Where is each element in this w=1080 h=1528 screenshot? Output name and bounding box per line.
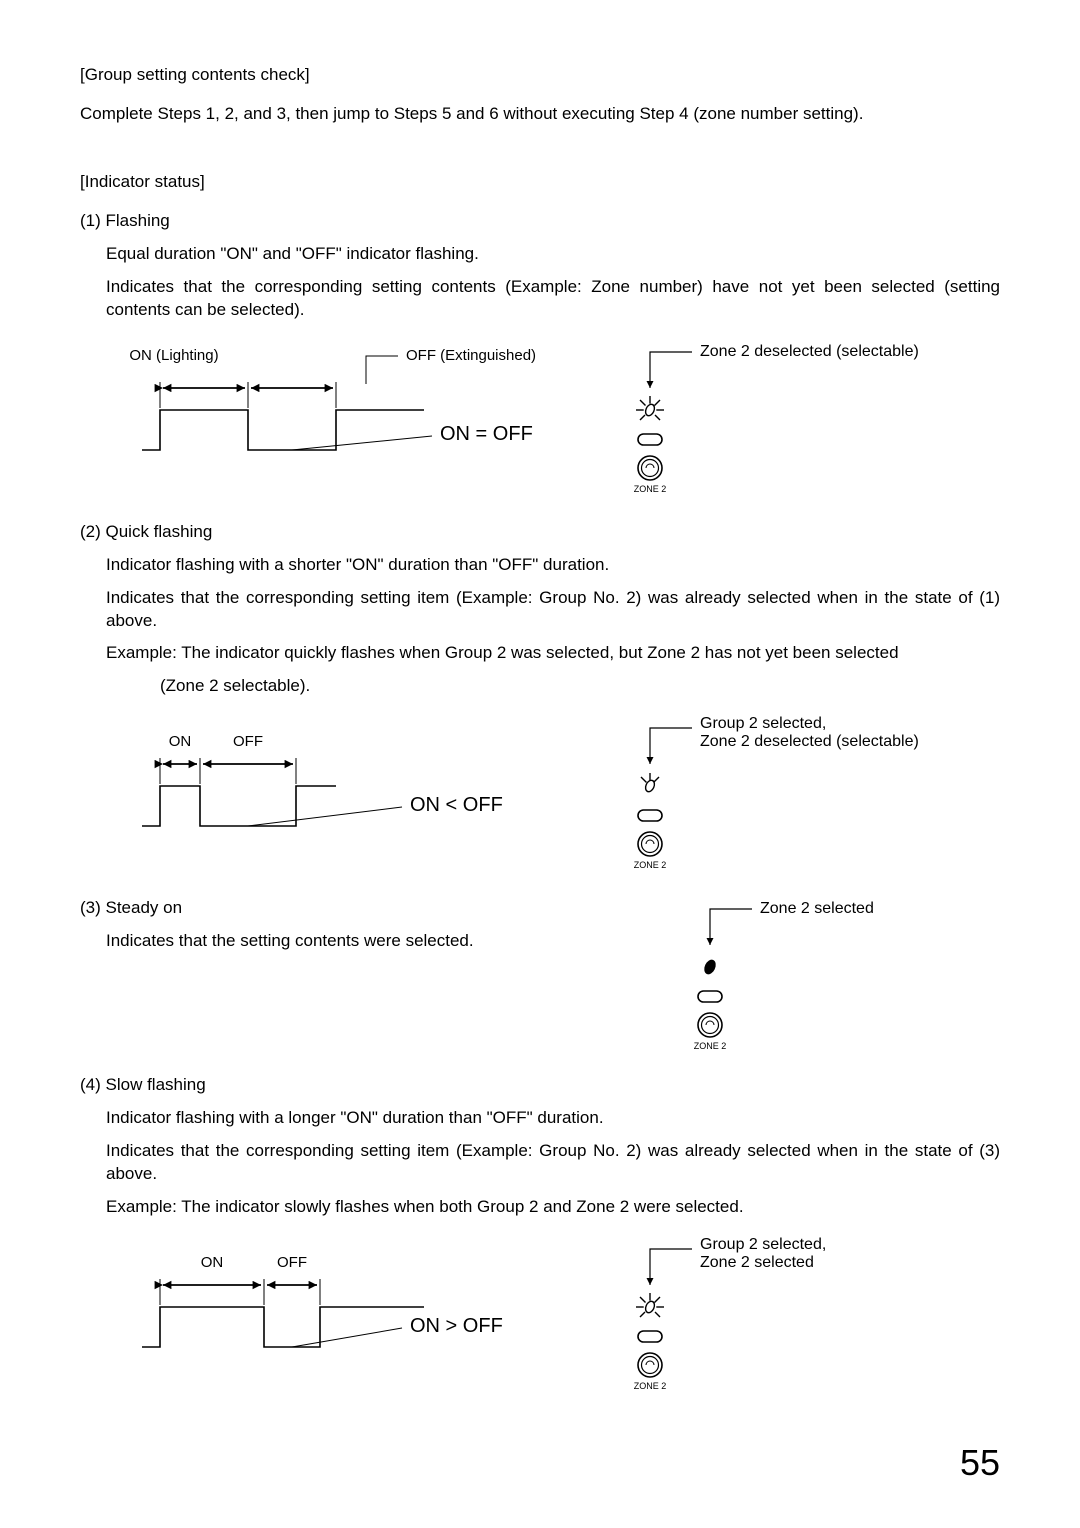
section-2-line-2: Indicates that the corresponding setting… — [80, 587, 1000, 633]
svg-text:ON < OFF: ON < OFF — [410, 794, 503, 816]
section-4-line-2: Indicates that the corresponding setting… — [80, 1140, 1000, 1186]
paragraph-intro: Complete Steps 1, 2, and 3, then jump to… — [80, 103, 1000, 126]
svg-text:OFF (Extinguished): OFF (Extinguished) — [406, 347, 536, 364]
svg-text:Group 2 selected,: Group 2 selected, — [700, 716, 826, 732]
svg-text:Zone 2 selected: Zone 2 selected — [760, 900, 874, 917]
section-3-line-1: Indicates that the setting contents were… — [80, 930, 620, 953]
timing-diagram-4: ON OFF ON > OFF — [100, 1237, 560, 1377]
zone-indicator-1: Zone 2 deselected (selectable) ZONE 2 — [560, 340, 990, 515]
section-2-line-1: Indicator flashing with a shorter "ON" d… — [80, 554, 1000, 577]
section-1-title: (1) Flashing — [80, 210, 1000, 233]
section-2-line-3: Example: The indicator quickly flashes w… — [80, 642, 1000, 665]
timing-diagram-1: ON (Lighting) OFF (Extinguished) ON = OFF — [100, 340, 560, 490]
section-4-line-3: Example: The indicator slowly flashes wh… — [80, 1196, 1000, 1219]
section-3-title: (3) Steady on — [80, 897, 620, 920]
section-4-title: (4) Slow flashing — [80, 1074, 1000, 1097]
zone-indicator-3: Zone 2 selected ZONE 2 — [620, 897, 1000, 1062]
section-4-line-1: Indicator flashing with a longer "ON" du… — [80, 1107, 1000, 1130]
svg-text:OFF: OFF — [277, 1254, 307, 1271]
zone-indicator-4: Group 2 selected,Zone 2 selected ZONE 2 — [560, 1237, 990, 1412]
figure-2: ON OFF ON < OFF Group 2 selected,Zone 2 de… — [100, 716, 1000, 891]
zone-indicator-2: Group 2 selected,Zone 2 deselected (sele… — [560, 716, 990, 891]
section-2-line-3b: (Zone 2 selectable). — [80, 675, 1000, 698]
section-1-line-1: Equal duration "ON" and "OFF" indicator … — [80, 243, 1000, 266]
svg-text:ON: ON — [169, 733, 192, 750]
section-1-line-2: Indicates that the corresponding setting… — [80, 276, 1000, 322]
svg-text:ZONE 2: ZONE 2 — [634, 484, 667, 494]
section-2-title: (2) Quick flashing — [80, 521, 1000, 544]
timing-diagram-2: ON OFF ON < OFF — [100, 716, 560, 856]
page-number: 55 — [960, 1442, 1000, 1484]
heading-group-setting: [Group setting contents check] — [80, 65, 1000, 85]
page: [Group setting contents check] Complete … — [0, 0, 1080, 1528]
svg-text:Zone 2 deselected (selectable): Zone 2 deselected (selectable) — [700, 343, 919, 360]
svg-text:ON = OFF: ON = OFF — [440, 423, 533, 445]
svg-text:ON > OFF: ON > OFF — [410, 1315, 503, 1337]
svg-text:Group 2 selected,: Group 2 selected, — [700, 1237, 826, 1253]
svg-text:ZONE 2: ZONE 2 — [694, 1041, 727, 1051]
svg-text:OFF: OFF — [233, 733, 263, 750]
figure-1: ON (Lighting)OFF (Extinguished)ON = OFF … — [100, 340, 1000, 515]
svg-text:Zone 2 selected: Zone 2 selected — [700, 1254, 814, 1271]
svg-text:ZONE 2: ZONE 2 — [634, 1381, 667, 1391]
svg-text:ON (Lighting): ON (Lighting) — [129, 347, 218, 364]
heading-indicator-status: [Indicator status] — [80, 172, 1000, 192]
svg-text:Zone 2 deselected (selectable): Zone 2 deselected (selectable) — [700, 733, 919, 750]
svg-text:ON: ON — [201, 1254, 224, 1271]
figure-4: ON OFF ON > OFF Group 2 selected,Zone 2 se… — [100, 1237, 1000, 1412]
svg-text:ZONE 2: ZONE 2 — [634, 860, 667, 870]
